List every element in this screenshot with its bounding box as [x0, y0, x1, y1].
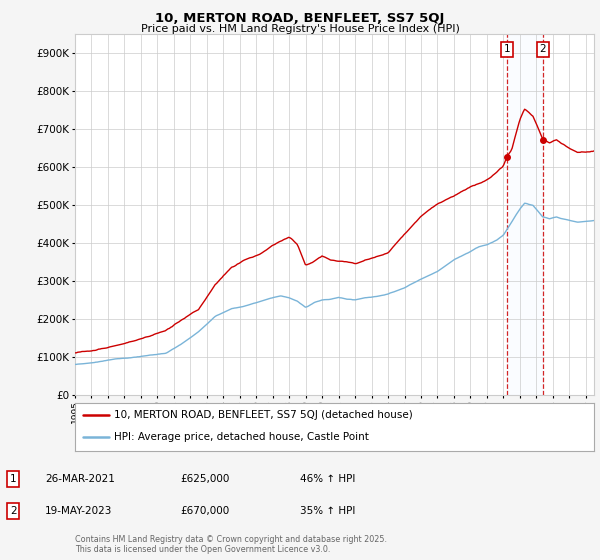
- Text: 46% ↑ HPI: 46% ↑ HPI: [300, 474, 355, 484]
- Text: Price paid vs. HM Land Registry's House Price Index (HPI): Price paid vs. HM Land Registry's House …: [140, 24, 460, 34]
- Text: 19-MAY-2023: 19-MAY-2023: [45, 506, 112, 516]
- Text: £670,000: £670,000: [180, 506, 229, 516]
- Text: 2: 2: [539, 44, 546, 54]
- Bar: [507, 34, 542, 395]
- Text: 2: 2: [10, 506, 17, 516]
- Text: Contains HM Land Registry data © Crown copyright and database right 2025.
This d: Contains HM Land Registry data © Crown c…: [75, 535, 387, 554]
- Text: 1: 1: [504, 44, 511, 54]
- Text: HPI: Average price, detached house, Castle Point: HPI: Average price, detached house, Cast…: [114, 432, 369, 442]
- Text: £625,000: £625,000: [180, 474, 229, 484]
- Text: 1: 1: [10, 474, 17, 484]
- Text: 10, MERTON ROAD, BENFLEET, SS7 5QJ: 10, MERTON ROAD, BENFLEET, SS7 5QJ: [155, 12, 445, 25]
- Text: 10, MERTON ROAD, BENFLEET, SS7 5QJ (detached house): 10, MERTON ROAD, BENFLEET, SS7 5QJ (deta…: [114, 410, 413, 420]
- Text: 35% ↑ HPI: 35% ↑ HPI: [300, 506, 355, 516]
- Text: 26-MAR-2021: 26-MAR-2021: [45, 474, 115, 484]
